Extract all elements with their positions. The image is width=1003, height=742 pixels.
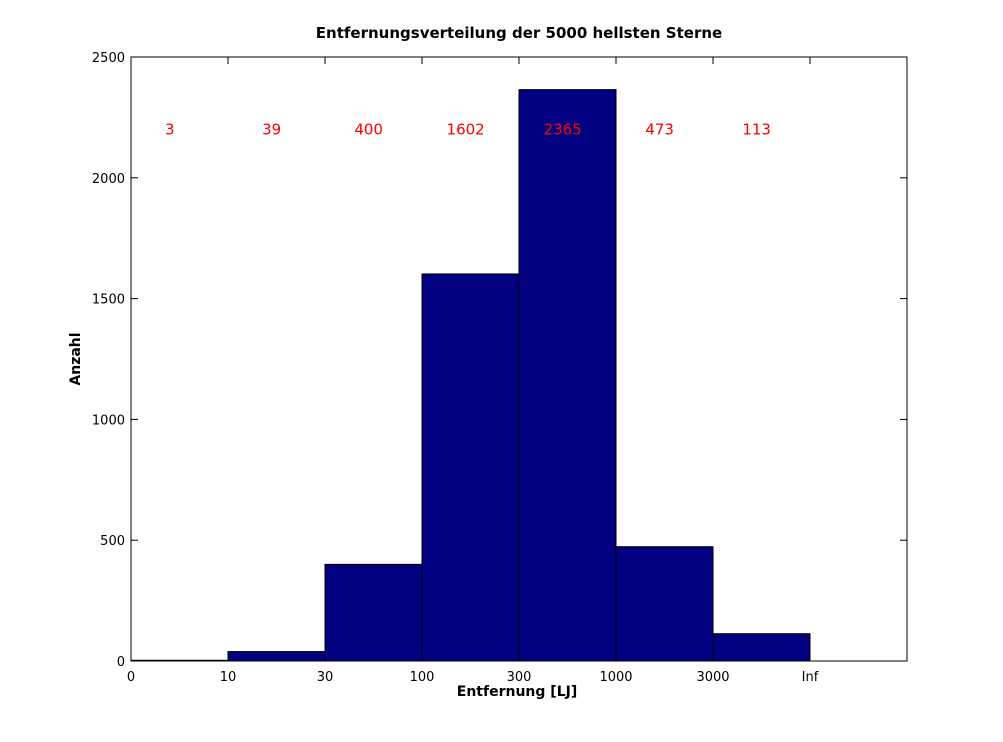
y-tick-label: 1500 [92, 293, 125, 308]
bars-group [130, 89, 811, 662]
bar-count-label: 113 [742, 120, 771, 138]
chart-title: Entfernungsverteilung der 5000 hellsten … [316, 24, 722, 42]
x-tick-label: 1000 [599, 670, 632, 685]
histogram-bar [518, 89, 617, 662]
x-tick-label: 100 [410, 670, 435, 685]
histogram-bar [227, 651, 326, 662]
x-axis-label: Entfernung [LJ] [457, 684, 577, 700]
y-tick-label: 2000 [92, 172, 125, 187]
x-tick-label: 300 [507, 670, 532, 685]
x-tick-label: 10 [220, 670, 237, 685]
x-tick-label: 3000 [696, 670, 729, 685]
bar-count-label: 1602 [447, 120, 485, 138]
y-tick-label: 0 [117, 655, 125, 670]
y-tick-label: 500 [100, 534, 125, 549]
bar-count-label: 3 [165, 120, 175, 138]
data-labels-group: 3 39 400 1602 2365 473 113 [165, 120, 771, 138]
x-tick-label: 30 [317, 670, 334, 685]
x-tick-label: 0 [127, 670, 135, 685]
histogram-bar [421, 273, 520, 662]
bar-count-label: 2365 [544, 120, 582, 138]
y-axis-label: Anzahl [68, 332, 84, 385]
bar-count-label: 400 [354, 120, 383, 138]
x-tick-label: Inf [802, 670, 819, 685]
y-tick-label: 2500 [92, 51, 125, 66]
bar-count-label: 39 [262, 120, 281, 138]
y-tick-label: 1000 [92, 413, 125, 428]
histogram-bar [712, 633, 811, 662]
histogram-bar [324, 563, 423, 662]
histogram-bar [615, 546, 714, 662]
bar-count-label: 473 [645, 120, 674, 138]
ticks-group: 0 10 30 100 300 1000 3000 Inf 0 500 1000 1500 2000 25… [92, 51, 907, 685]
